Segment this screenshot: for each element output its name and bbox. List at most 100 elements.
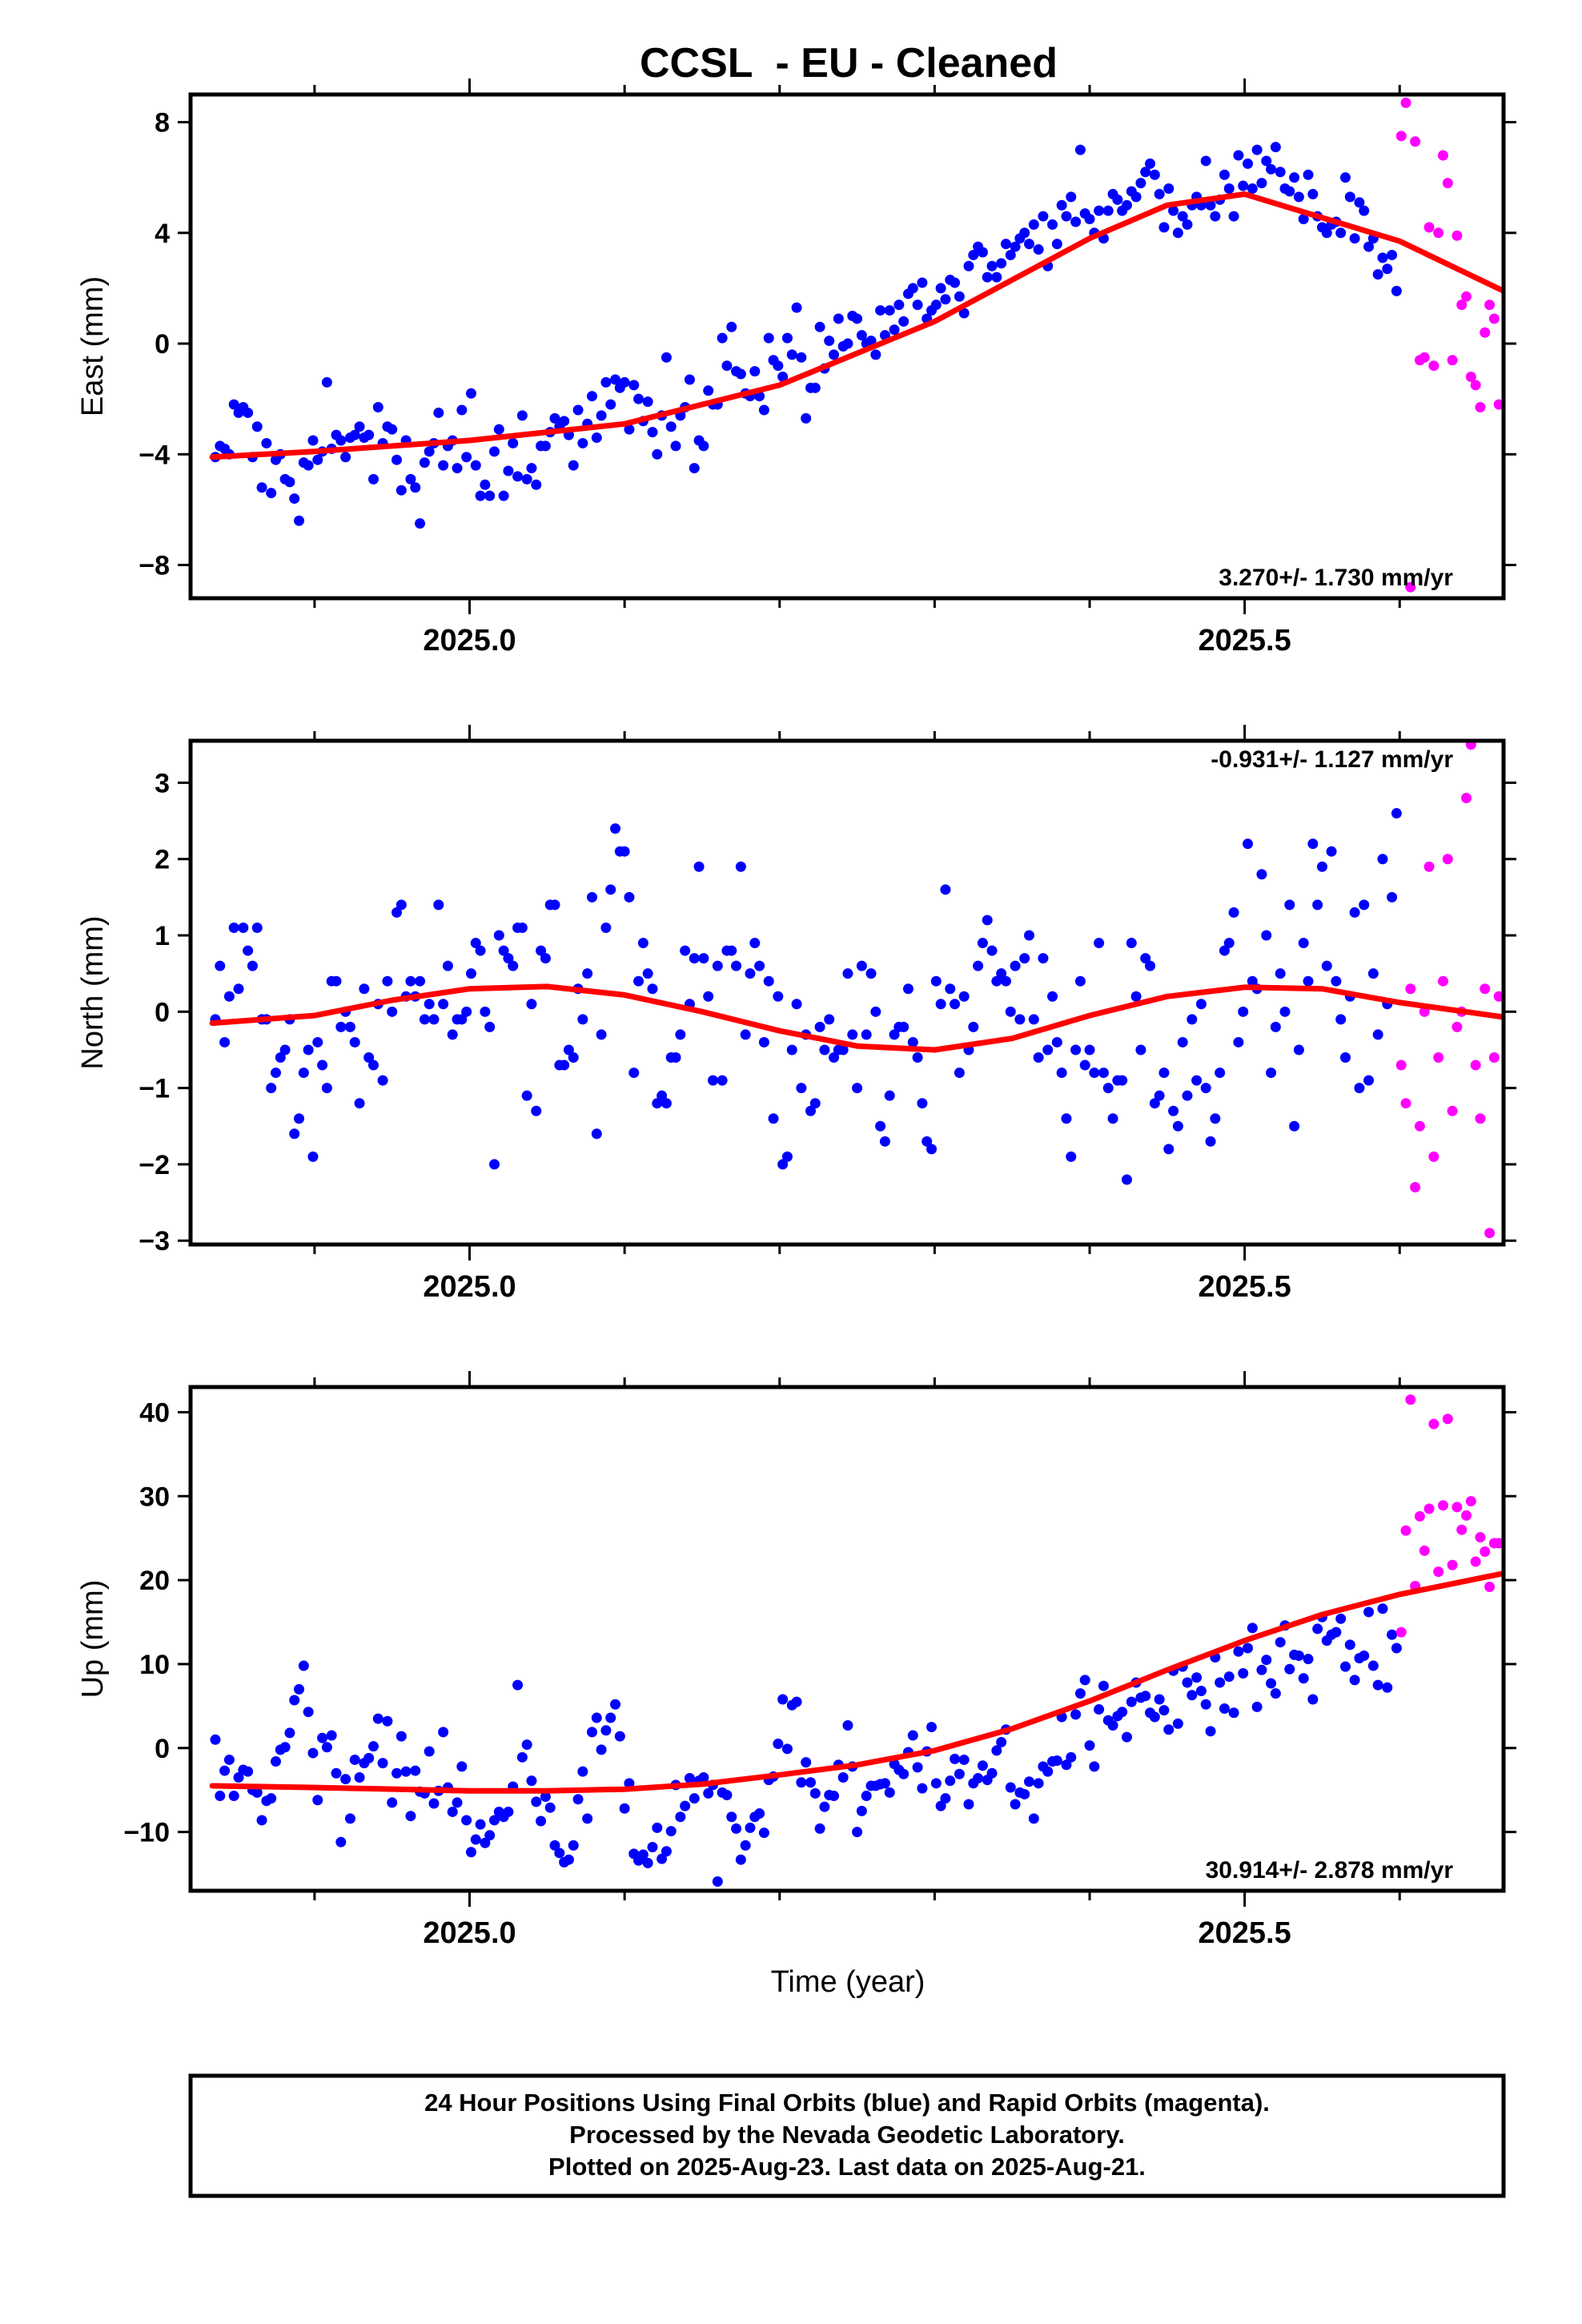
up-final-point <box>1140 1691 1151 1702</box>
north-final-point <box>1200 1083 1211 1094</box>
east-final-point <box>605 399 616 410</box>
east-final-point <box>963 260 974 271</box>
north-final-point <box>1247 975 1258 987</box>
up-final-point <box>805 1777 816 1788</box>
east-rapid-point <box>1452 230 1463 241</box>
east-final-point <box>1038 211 1049 222</box>
north-final-point <box>1243 838 1254 850</box>
north-final-point <box>1084 1044 1095 1055</box>
up-final-point <box>1186 1690 1198 1701</box>
north-final-point <box>917 1098 928 1109</box>
east-final-point <box>852 313 863 324</box>
north-final-point <box>921 1136 933 1147</box>
north-final-point <box>1279 1006 1291 1017</box>
north-final-point <box>1024 930 1035 941</box>
north-final-point <box>898 1021 909 1032</box>
east-rapid-point <box>1400 97 1411 108</box>
east-final-point <box>833 313 844 324</box>
up-ytick-label: −10 <box>123 1818 170 1848</box>
east-final-point <box>1223 183 1235 195</box>
north-final-point <box>1372 1029 1383 1040</box>
up-final-point <box>605 1712 616 1723</box>
east-ytick-label: 8 <box>155 108 170 139</box>
east-final-point <box>512 471 524 482</box>
north-final-point <box>1130 991 1142 1002</box>
north-rapid-point <box>1452 1021 1463 1032</box>
up-final-point <box>456 1761 468 1772</box>
north-final-point <box>1387 891 1398 903</box>
north-final-point <box>540 953 551 964</box>
up-final-point <box>452 1797 463 1808</box>
north-final-point <box>656 1090 668 1101</box>
north-final-point <box>875 1120 886 1132</box>
east-final-point <box>991 271 1002 283</box>
up-final-point <box>251 1787 263 1798</box>
north-ytick-label: −3 <box>139 1226 170 1256</box>
up-y-axis-label: Up (mm) <box>76 1580 110 1699</box>
north-final-point <box>1293 1044 1304 1055</box>
north-rapid-point <box>1475 1113 1486 1124</box>
up-final-point <box>405 1811 416 1822</box>
east-final-point <box>735 368 746 380</box>
north-final-point <box>600 922 612 933</box>
east-final-point <box>1154 188 1165 199</box>
north-xtick-label: 2025.0 <box>423 1270 516 1304</box>
east-final-point <box>424 446 435 457</box>
up-final-point <box>1089 1761 1100 1772</box>
east-final-point <box>1210 211 1221 222</box>
east-final-point <box>372 402 383 413</box>
east-final-point <box>243 407 254 418</box>
north-final-point <box>837 1044 849 1055</box>
east-final-point <box>1349 233 1360 244</box>
up-xtick-label: 2025.0 <box>423 1916 516 1950</box>
east-final-point <box>865 336 877 347</box>
up-final-point <box>1335 1613 1347 1624</box>
east-final-point <box>387 424 398 435</box>
east-final-point <box>410 482 421 493</box>
up-final-point <box>447 1806 458 1817</box>
north-final-point <box>647 983 658 995</box>
east-final-point <box>917 277 928 288</box>
up-xtick-label: 2025.5 <box>1199 1916 1291 1950</box>
north-final-point <box>642 968 653 979</box>
north-final-point <box>945 983 956 995</box>
east-final-point <box>465 388 476 399</box>
up-final-point <box>284 1727 295 1739</box>
north-rapid-point <box>1465 741 1476 750</box>
up-final-point <box>1215 1677 1226 1688</box>
up-final-point <box>684 1773 695 1784</box>
north-final-point <box>363 1052 375 1063</box>
up-final-point <box>986 1767 998 1779</box>
up-final-point <box>600 1725 612 1736</box>
up-final-point <box>1387 1629 1398 1640</box>
east-final-point <box>540 440 551 452</box>
up-plot-frame <box>188 1385 1506 1893</box>
up-final-point <box>614 1731 625 1742</box>
north-final-point <box>428 1014 440 1025</box>
east-final-point <box>1382 263 1393 275</box>
up-rapid-point <box>1470 1556 1481 1567</box>
east-final-point <box>261 437 272 448</box>
north-final-point <box>726 945 737 956</box>
north-final-point <box>1149 1098 1160 1109</box>
up-final-point <box>619 1803 630 1814</box>
up-final-point <box>1377 1603 1388 1614</box>
east-final-point <box>950 277 961 288</box>
north-final-point <box>1228 907 1239 918</box>
east-final-point <box>498 490 509 501</box>
up-final-point <box>484 1830 496 1841</box>
north-ytick-label: 2 <box>155 845 170 875</box>
north-final-point <box>1145 960 1156 971</box>
east-final-point <box>1266 163 1277 175</box>
north-final-point <box>1121 1174 1132 1185</box>
east-final-point <box>1391 285 1402 296</box>
up-final-point <box>661 1846 672 1857</box>
up-rapid-point <box>1423 1503 1435 1514</box>
north-final-point <box>536 945 547 956</box>
up-final-point <box>372 1713 383 1724</box>
up-final-point <box>1033 1778 1044 1789</box>
north-final-point <box>480 1006 491 1017</box>
north-final-point <box>675 1029 686 1040</box>
north-rapid-point <box>1414 1120 1425 1132</box>
